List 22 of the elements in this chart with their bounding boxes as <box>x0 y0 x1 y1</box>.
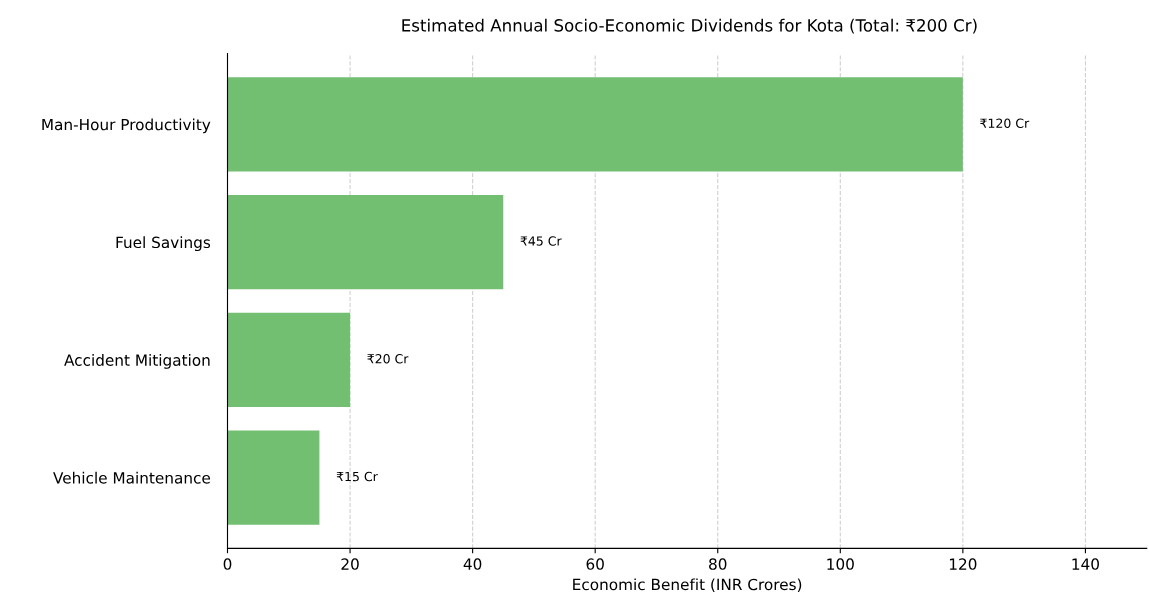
y-tick-label: Fuel Savings <box>116 236 211 252</box>
y-tick-label: Accident Mitigation <box>64 354 210 369</box>
data-label: ₹15 Cr <box>336 471 378 482</box>
bar <box>227 430 320 525</box>
x-tick-label: 20 <box>341 558 359 570</box>
x-tick-label: 60 <box>586 558 604 570</box>
data-label: ₹45 Cr <box>520 236 562 246</box>
x-tick-label: 140 <box>1072 558 1099 570</box>
x-tick-label: 120 <box>949 558 977 570</box>
y-tick-label: Man-Hour Productivity <box>42 118 211 134</box>
bar <box>227 77 963 172</box>
data-label: ₹20 Cr <box>367 354 409 364</box>
bar <box>227 194 504 290</box>
x-tick-label: 80 <box>709 558 727 570</box>
x-tick-label: 40 <box>463 558 482 570</box>
x-axis-title: Economic Benefit (INR Crores) <box>573 578 802 593</box>
bar <box>227 312 351 407</box>
y-tick-label: Vehicle Maintenance <box>53 471 211 484</box>
data-label: ₹120 Cr <box>980 118 1030 128</box>
x-tick-label: 100 <box>827 558 854 570</box>
x-tick-label: 0 <box>223 558 232 570</box>
chart-title: Estimated Annual Socio-Economic Dividends for Kota (Total: ₹200 Cr) <box>402 18 977 34</box>
